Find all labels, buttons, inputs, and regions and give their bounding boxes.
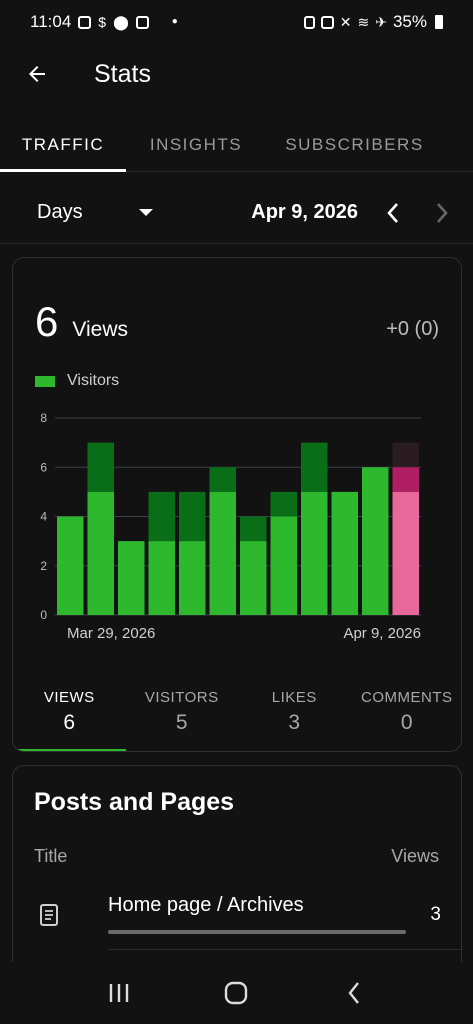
post-views-bar xyxy=(108,930,406,934)
chart-legend: Visitors xyxy=(35,372,119,390)
metric-comments[interactable]: COMMENTS 0 xyxy=(351,683,462,751)
bar-views xyxy=(240,516,267,542)
bar-segment-top xyxy=(392,442,419,468)
posts-pages-card: Posts and Pages Title Views Home page / … xyxy=(12,765,463,1024)
metric-label: VISITORS xyxy=(144,689,219,706)
chevron-left-icon xyxy=(387,202,398,223)
tab-insights[interactable]: INSIGHTS xyxy=(149,134,243,154)
page-title: Stats xyxy=(94,59,151,88)
bar-visitors xyxy=(148,541,175,615)
bar-visitors xyxy=(118,541,145,615)
recent-apps-icon xyxy=(109,984,129,1002)
list-item[interactable]: Home page / Archives 3 xyxy=(13,886,463,956)
metric-tabs: VIEWS 6 VISITORS 5 LIKES 3 COMMENTS 0 xyxy=(13,683,462,751)
mute-icon: ✕ xyxy=(339,14,352,30)
post-title: Home page / Archives xyxy=(108,894,304,916)
bar-views xyxy=(392,467,419,492)
views-bar-chart[interactable]: 0 2 4 6 8 Mar 29, 2026 Apr 9, 2026 xyxy=(13,406,462,656)
metric-value: 6 xyxy=(63,711,76,734)
nfc-icon xyxy=(303,15,315,29)
system-back-button[interactable] xyxy=(334,973,374,1013)
chevron-back-icon xyxy=(348,982,360,1004)
summary: 6 Views xyxy=(35,298,128,346)
bar-visitors xyxy=(87,491,114,615)
wifi-icon: ≋ xyxy=(357,14,370,30)
metric-visitors[interactable]: VISITORS 5 xyxy=(126,683,239,751)
bar-visitors xyxy=(362,467,389,615)
tab-subscribers[interactable]: SUBSCRIBERS xyxy=(285,134,424,154)
bar-visitors xyxy=(209,491,236,615)
column-views-header: Views xyxy=(391,846,439,866)
home-icon xyxy=(225,981,248,1005)
posts-pages-title: Posts and Pages xyxy=(34,788,235,816)
granularity-dropdown[interactable]: Days xyxy=(37,201,153,224)
period-selector: Days Apr 9, 2026 xyxy=(0,182,473,244)
y-tick-label: 0 xyxy=(40,608,47,622)
bar-views xyxy=(270,491,297,517)
next-period-button[interactable] xyxy=(427,198,457,228)
location-icon: ⬤ xyxy=(113,14,129,30)
back-button[interactable] xyxy=(22,59,52,89)
metric-value: 0 xyxy=(400,711,413,734)
bar-visitors xyxy=(392,491,419,615)
traffic-card: 6 Views +0 (0) Visitors 0 2 4 6 8 Mar 29, 202… xyxy=(12,257,462,752)
metric-label: VIEWS xyxy=(43,689,95,706)
app-bar: Stats xyxy=(0,46,473,102)
recent-apps-button[interactable] xyxy=(99,973,139,1013)
metric-value: 3 xyxy=(288,711,301,734)
metric-likes[interactable]: LIKES 3 xyxy=(238,683,351,751)
dollar-icon: $ xyxy=(98,14,107,30)
previous-period-button[interactable] xyxy=(378,198,408,228)
status-bar: 11:04 $ ⬤ ● ✕ ≋ ✈ 35% xyxy=(0,0,473,44)
arrow-back-icon xyxy=(29,66,45,82)
legend-label: Visitors xyxy=(67,372,120,389)
x-tick-label: Mar 29, 2026 xyxy=(67,625,155,642)
document-icon xyxy=(40,904,58,926)
stats-tabs: TRAFFIC INSIGHTS SUBSCRIBERS xyxy=(0,118,473,172)
bar-visitors xyxy=(301,491,328,615)
metric-label: COMMENTS xyxy=(361,689,453,706)
bar-visitors xyxy=(331,491,358,615)
bar-views xyxy=(301,442,328,492)
post-views: 3 xyxy=(430,904,441,925)
bar-visitors xyxy=(179,541,206,615)
bar-visitors xyxy=(240,541,267,615)
summary-delta: +0 (0) xyxy=(386,318,439,340)
granularity-value: Days xyxy=(37,201,83,223)
legend-swatch xyxy=(35,375,55,387)
battery-percent: 35% xyxy=(392,12,427,31)
y-tick-label: 4 xyxy=(40,510,47,524)
y-tick-label: 6 xyxy=(40,460,47,474)
metric-views[interactable]: VIEWS 6 xyxy=(13,683,126,751)
bar-views xyxy=(87,442,114,492)
dropdown-caret-icon xyxy=(138,209,153,216)
bar-views xyxy=(148,491,175,542)
summary-label: Views xyxy=(72,318,128,341)
instagram-icon xyxy=(78,15,92,29)
bar-views xyxy=(209,467,236,492)
bar-visitors xyxy=(270,516,297,615)
bar-views xyxy=(179,491,206,542)
gallery-icon xyxy=(135,15,149,29)
column-title-header: Title xyxy=(34,846,68,866)
tab-traffic[interactable]: TRAFFIC xyxy=(0,118,126,172)
divider xyxy=(108,949,463,950)
system-navigation-bar xyxy=(0,962,473,1024)
y-tick-label: 8 xyxy=(40,411,47,425)
status-time: 11:04 xyxy=(30,12,72,31)
metric-label: LIKES xyxy=(271,689,317,706)
selected-date: Apr 9, 2026 xyxy=(251,201,358,223)
battery-icon xyxy=(435,15,443,29)
x-tick-label: Apr 9, 2026 xyxy=(343,625,421,642)
home-button[interactable] xyxy=(216,973,256,1013)
chevron-right-icon xyxy=(437,202,448,223)
dot-icon: ● xyxy=(171,16,178,27)
summary-value: 6 xyxy=(35,298,59,345)
nfc-n-icon xyxy=(320,15,334,29)
y-tick-label: 2 xyxy=(40,559,47,573)
metric-value: 5 xyxy=(175,711,188,734)
airplane-icon: ✈ xyxy=(375,14,387,30)
bar-visitors xyxy=(57,516,84,615)
